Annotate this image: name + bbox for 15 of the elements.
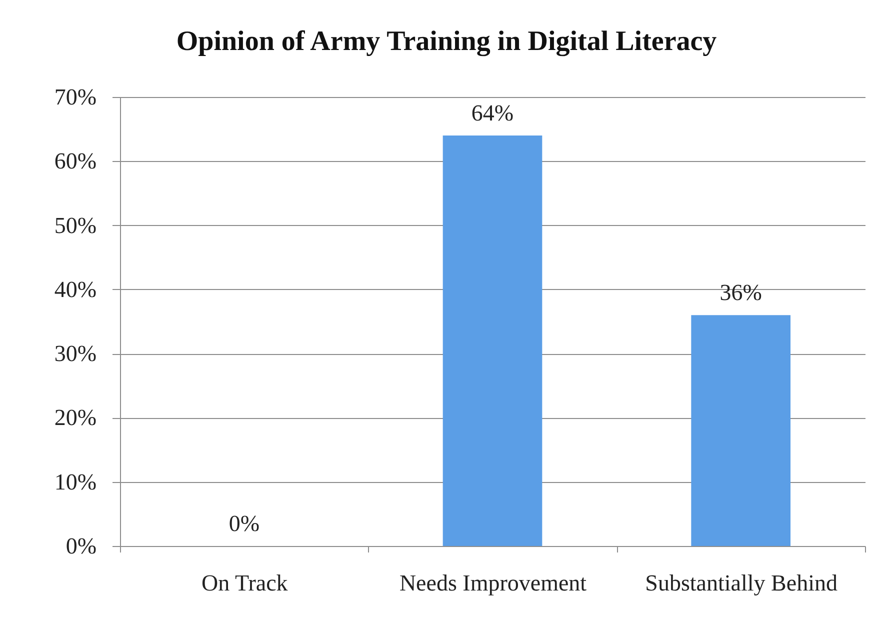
- data-label: 64%: [471, 100, 514, 126]
- y-tick-label: 0%: [66, 534, 96, 558]
- y-tick-label: 30%: [54, 341, 96, 366]
- data-label: 36%: [720, 280, 762, 306]
- chart-title: Opinion of Army Training in Digital Literacy: [176, 26, 717, 57]
- y-tick-label: 10%: [54, 469, 96, 494]
- y-tick-label: 20%: [54, 405, 96, 430]
- x-tick-label: On Track: [202, 570, 288, 596]
- x-tick-label: Needs Improvement: [399, 570, 588, 596]
- data-label: 0%: [228, 511, 260, 536]
- x-tick-label: Substantially Behind: [645, 570, 838, 596]
- y-tick-label: 60%: [54, 148, 96, 174]
- y-tick-label: 40%: [54, 276, 96, 302]
- y-tick-label: 70%: [54, 84, 96, 110]
- y-tick-label: 50%: [54, 212, 96, 238]
